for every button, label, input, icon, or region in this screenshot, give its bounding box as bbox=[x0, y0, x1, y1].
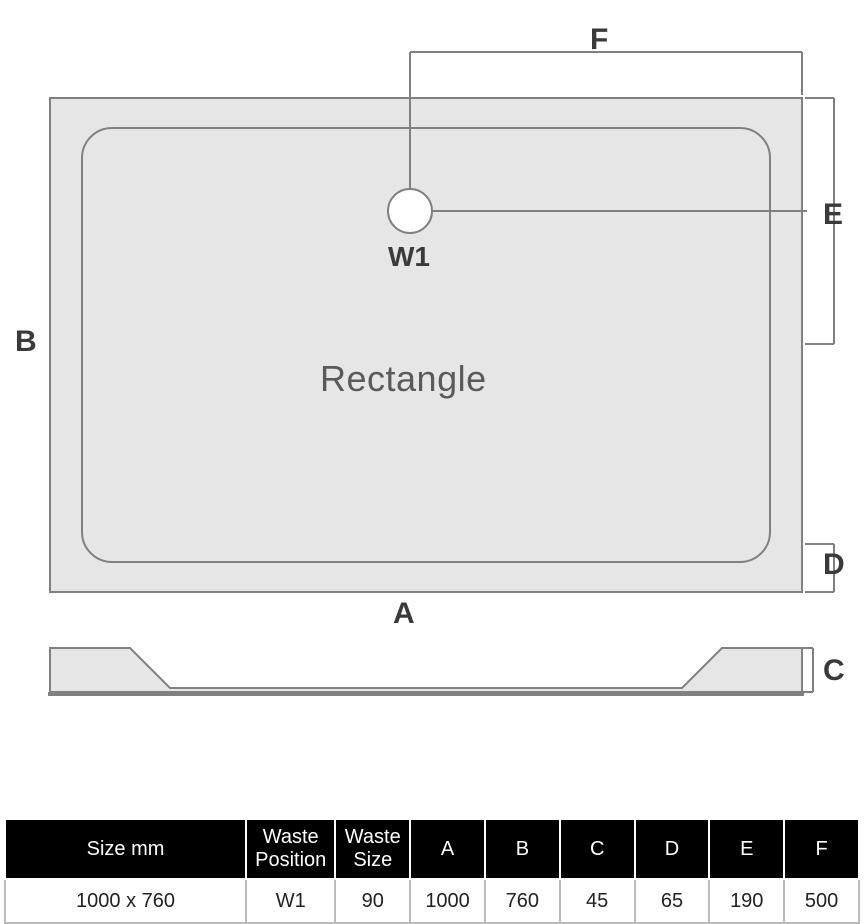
spec-table: Size mmWastePositionWasteSizeABCDEF 1000… bbox=[4, 818, 860, 924]
cell: 90 bbox=[335, 879, 410, 923]
drain-circle bbox=[388, 189, 432, 233]
diagram-canvas: F E D C B A W1 Rectangle Size mmWastePos… bbox=[0, 0, 864, 920]
cell: 500 bbox=[784, 879, 859, 923]
label-B: B bbox=[15, 325, 37, 359]
col-header: D bbox=[635, 819, 710, 879]
label-W1: W1 bbox=[388, 241, 430, 273]
col-header: A bbox=[410, 819, 485, 879]
cell: 760 bbox=[485, 879, 560, 923]
tray-outer bbox=[50, 98, 802, 592]
cell: 190 bbox=[709, 879, 784, 923]
tray-profile bbox=[48, 648, 804, 694]
col-header: Size mm bbox=[5, 819, 246, 879]
cell: W1 bbox=[246, 879, 335, 923]
col-header: WastePosition bbox=[246, 819, 335, 879]
cell: 1000 bbox=[410, 879, 485, 923]
label-E: E bbox=[823, 198, 843, 232]
label-A: A bbox=[393, 597, 415, 631]
label-C: C bbox=[823, 654, 845, 688]
title-rectangle: Rectangle bbox=[320, 358, 487, 400]
col-header: B bbox=[485, 819, 560, 879]
col-header: WasteSize bbox=[335, 819, 410, 879]
label-F: F bbox=[590, 23, 608, 57]
cell: 45 bbox=[560, 879, 635, 923]
dim-F-lines bbox=[410, 52, 802, 95]
col-header: F bbox=[784, 819, 859, 879]
label-D: D bbox=[823, 548, 845, 582]
col-header: C bbox=[560, 819, 635, 879]
cell: 1000 x 760 bbox=[5, 879, 246, 923]
cell: 65 bbox=[635, 879, 710, 923]
col-header: E bbox=[709, 819, 784, 879]
